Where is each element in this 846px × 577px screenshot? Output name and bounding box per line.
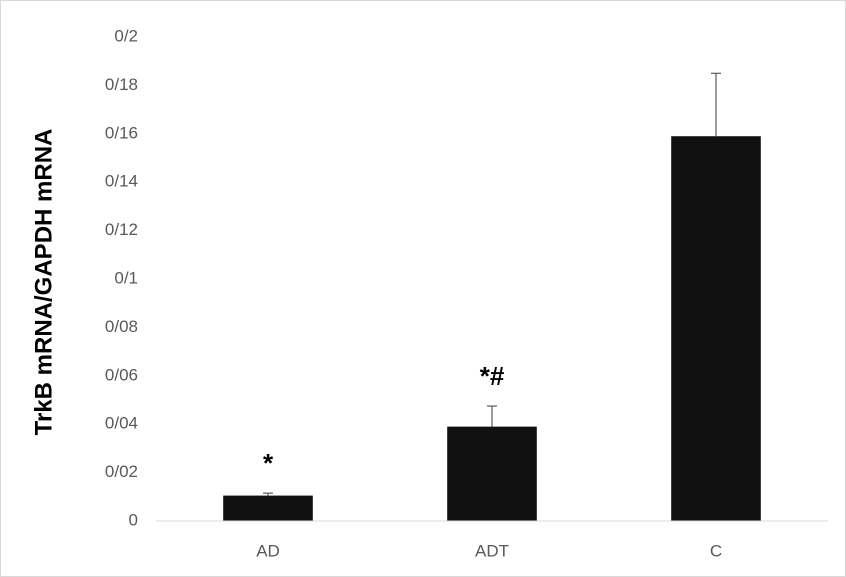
y-axis-title: TrkB mRNA/GAPDH mRNA [30, 129, 57, 436]
y-tick-label: 0/16 [105, 123, 138, 142]
error-bar [263, 492, 273, 496]
y-tick-label: 0/04 [105, 414, 138, 433]
error-bar [487, 405, 497, 427]
y-tick-label: 0/06 [105, 365, 138, 384]
bar [671, 136, 761, 521]
annotation: *# [480, 361, 505, 391]
error-bar [711, 72, 721, 137]
x-tick-label: C [710, 541, 722, 560]
bar [223, 495, 313, 521]
annotation: * [263, 448, 274, 478]
y-tick-label: 0/08 [105, 317, 138, 336]
y-tick-label: 0/02 [105, 462, 138, 481]
y-tick-label: 0/12 [105, 220, 138, 239]
x-tick-label: AD [256, 541, 280, 560]
y-tick-label: 0 [129, 510, 138, 529]
y-tick-label: 0/2 [114, 26, 138, 45]
bar [447, 426, 537, 521]
y-tick-label: 0/18 [105, 75, 138, 94]
y-tick-label: 0/1 [114, 268, 138, 287]
x-tick-label: ADT [475, 541, 509, 560]
y-tick-label: 0/14 [105, 172, 138, 191]
